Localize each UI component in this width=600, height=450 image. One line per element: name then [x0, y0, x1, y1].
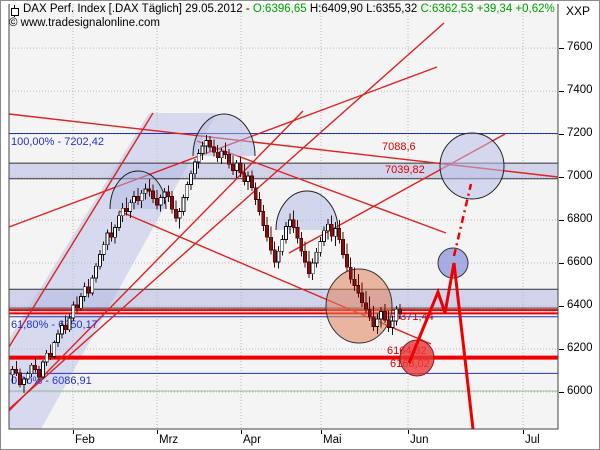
y-tick-mark [559, 220, 564, 221]
y-tick-label: 6400 [567, 299, 593, 311]
y-tick-label: 6800 [567, 213, 593, 225]
chart-window: DAX Perf. Index [.DAX Täglich] 29.05.201… [0, 0, 600, 450]
x-tick-label: Mrz [159, 434, 178, 446]
y-tick-label: 7200 [567, 127, 593, 139]
x-tick-label: Apr [243, 434, 261, 446]
x-tick-label: Jul [525, 434, 540, 446]
y-tick-mark [559, 349, 564, 350]
x-tick-mark [408, 430, 409, 434]
y-tick-label: 7000 [567, 170, 593, 182]
y-tick-mark [559, 91, 564, 92]
y-tick-label: 7600 [567, 41, 593, 53]
y-tick-mark [559, 306, 564, 307]
y-tick-mark [559, 48, 564, 49]
x-tick-mark [241, 430, 242, 434]
x-tick-mark [157, 430, 158, 434]
x-tick-label: Jun [410, 434, 429, 446]
axes-layer: XXP 7600 7400 7200 7000 6800 6600 6400 6200 6000… [1, 1, 600, 450]
y-axis-unit-label: XXP [566, 4, 590, 18]
y-tick-mark [559, 392, 564, 393]
y-tick-label: 7400 [567, 84, 593, 96]
x-tick-mark [321, 430, 322, 434]
x-tick-label: Feb [75, 434, 95, 446]
y-tick-mark [559, 177, 564, 178]
y-tick-label: 6000 [567, 385, 593, 397]
y-tick-label: 6600 [567, 256, 593, 268]
y-tick-mark [559, 263, 564, 264]
y-tick-label: 6200 [567, 342, 593, 354]
x-tick-label: Mai [323, 434, 342, 446]
y-tick-mark [559, 134, 564, 135]
x-tick-mark [523, 430, 524, 434]
x-tick-mark [73, 430, 74, 434]
